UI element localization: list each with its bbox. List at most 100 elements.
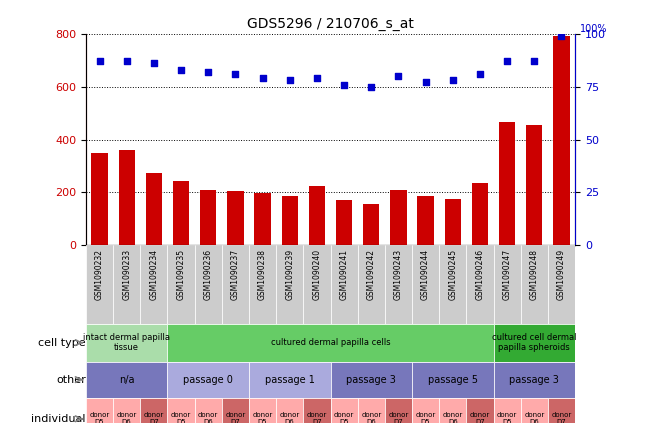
Bar	[86, 362, 167, 398]
Text: donor
D7: donor D7	[388, 412, 408, 423]
Text: passage 3: passage 3	[510, 375, 559, 385]
Point	[556, 33, 566, 39]
Bar	[418, 196, 434, 245]
Bar	[521, 398, 548, 423]
Bar	[439, 245, 467, 324]
Bar	[86, 245, 113, 324]
Text: donor
D5: donor D5	[416, 412, 436, 423]
Bar	[363, 204, 379, 245]
Point	[339, 81, 350, 88]
Text: GSM1090232: GSM1090232	[95, 249, 104, 300]
Bar	[303, 398, 330, 423]
Bar	[249, 245, 276, 324]
Bar	[494, 324, 575, 362]
Point	[529, 58, 539, 65]
Bar	[439, 398, 467, 423]
Text: cultured dermal papilla cells: cultured dermal papilla cells	[271, 338, 390, 347]
Text: GSM1090243: GSM1090243	[394, 249, 403, 300]
Bar	[553, 36, 570, 245]
Text: cultured cell dermal
papilla spheroids: cultured cell dermal papilla spheroids	[492, 333, 576, 352]
Text: GSM1090236: GSM1090236	[204, 249, 213, 300]
Bar	[330, 398, 358, 423]
Text: donor
D6: donor D6	[116, 412, 137, 423]
Bar	[282, 196, 298, 245]
Bar	[330, 245, 358, 324]
Bar	[467, 245, 494, 324]
Text: donor
D5: donor D5	[89, 412, 110, 423]
Text: GSM1090238: GSM1090238	[258, 249, 267, 300]
Bar	[194, 245, 222, 324]
Bar	[412, 245, 439, 324]
Bar	[276, 245, 303, 324]
Bar	[385, 398, 412, 423]
Text: GSM1090235: GSM1090235	[176, 249, 186, 300]
Bar	[86, 398, 113, 423]
Bar	[222, 245, 249, 324]
Text: GSM1090248: GSM1090248	[530, 249, 539, 300]
Bar	[254, 193, 271, 245]
Text: donor
D6: donor D6	[361, 412, 381, 423]
Text: GSM1090237: GSM1090237	[231, 249, 240, 300]
Text: GSM1090233: GSM1090233	[122, 249, 131, 300]
Bar	[336, 201, 352, 245]
Text: donor
D6: donor D6	[524, 412, 545, 423]
Bar	[173, 181, 189, 245]
Point	[311, 75, 322, 82]
Point	[366, 83, 377, 90]
Text: donor
D5: donor D5	[334, 412, 354, 423]
Bar	[118, 150, 135, 245]
Point	[176, 66, 186, 73]
Text: donor
D5: donor D5	[253, 412, 273, 423]
Bar	[303, 245, 330, 324]
Bar	[521, 245, 548, 324]
Text: 100%: 100%	[580, 24, 607, 34]
Text: GSM1090240: GSM1090240	[313, 249, 321, 300]
Text: passage 1: passage 1	[265, 375, 315, 385]
Text: passage 3: passage 3	[346, 375, 396, 385]
Bar	[548, 398, 575, 423]
Point	[502, 58, 512, 65]
Text: donor
D7: donor D7	[307, 412, 327, 423]
Text: GSM1090234: GSM1090234	[149, 249, 159, 300]
Text: donor
D5: donor D5	[171, 412, 191, 423]
Text: donor
D6: donor D6	[443, 412, 463, 423]
Bar	[309, 186, 325, 245]
Text: GSM1090242: GSM1090242	[367, 249, 375, 300]
Bar	[227, 191, 243, 245]
Text: GSM1090244: GSM1090244	[421, 249, 430, 300]
Bar	[467, 398, 494, 423]
Point	[203, 69, 214, 75]
Bar	[167, 398, 194, 423]
Text: n/a: n/a	[119, 375, 134, 385]
Text: GSM1090247: GSM1090247	[502, 249, 512, 300]
Bar	[494, 398, 521, 423]
Bar	[412, 398, 439, 423]
Text: GSM1090239: GSM1090239	[286, 249, 294, 300]
Bar	[385, 245, 412, 324]
Bar	[140, 398, 167, 423]
Text: other: other	[56, 375, 86, 385]
Bar	[167, 324, 494, 362]
Text: donor
D7: donor D7	[143, 412, 164, 423]
Point	[95, 58, 105, 65]
Bar	[412, 362, 494, 398]
Point	[122, 58, 132, 65]
Text: GSM1090249: GSM1090249	[557, 249, 566, 300]
Text: donor
D6: donor D6	[198, 412, 218, 423]
Text: passage 5: passage 5	[428, 375, 478, 385]
Bar	[249, 362, 330, 398]
Point	[447, 77, 458, 84]
Bar	[113, 398, 140, 423]
Bar	[194, 398, 222, 423]
Bar	[140, 245, 167, 324]
Text: donor
D5: donor D5	[497, 412, 518, 423]
Point	[284, 77, 295, 84]
Point	[230, 71, 241, 77]
Point	[420, 79, 431, 86]
Text: donor
D7: donor D7	[551, 412, 572, 423]
Text: donor
D7: donor D7	[225, 412, 245, 423]
Bar	[526, 125, 543, 245]
Text: donor
D7: donor D7	[470, 412, 490, 423]
Point	[475, 71, 485, 77]
Bar	[494, 362, 575, 398]
